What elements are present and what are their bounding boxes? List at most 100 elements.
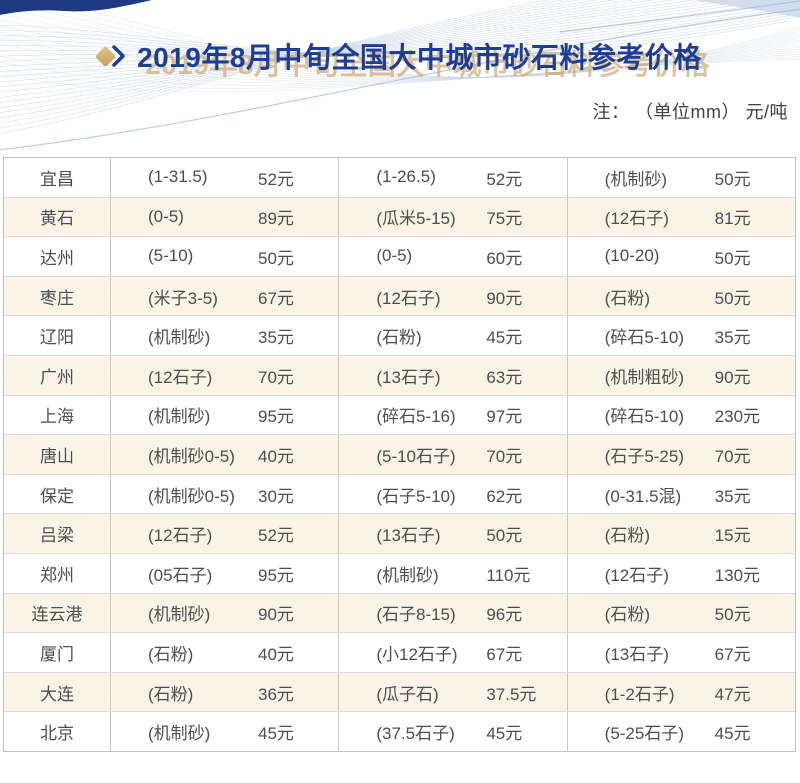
price-group-cell: (碎石5-10) 35元 (568, 316, 795, 355)
price-group-cell: (12石子) 81元 (568, 198, 795, 237)
spec-label: (13石子) (376, 367, 441, 387)
price-group-cell: (小12石子) 67元 (339, 633, 568, 672)
price-group-cell: (37.5石子) 45元 (339, 712, 568, 751)
spec-label: (机制砂) (148, 724, 211, 744)
price-value: 96元 (486, 605, 523, 625)
price-value: 35元 (714, 486, 751, 506)
spec-label: (5-10) (148, 246, 194, 266)
spec-label: (机制砂) (148, 605, 211, 625)
city-cell: 宜昌 (4, 158, 111, 197)
spec-label: (12石子) (604, 565, 669, 585)
spec-label: (石子5-10) (376, 486, 456, 506)
price-group-cell: (石子5-10) 62元 (339, 474, 568, 514)
table-row: 厦门 (石粉) 40元 (小12石子) 67元 (13石子) 67元 (4, 633, 795, 673)
price-value: 130元 (714, 565, 761, 585)
spec-label: (碎石5-10) (604, 407, 685, 427)
spec-label: (12石子) (376, 288, 441, 308)
spec-label: (5-10石子) (376, 446, 456, 466)
price-group-cell: (0-31.5混) 35元 (568, 475, 795, 514)
price-value: 230元 (714, 407, 761, 427)
spec-label: (石粉) (376, 328, 422, 348)
price-value: 90元 (258, 605, 294, 625)
spec-label: (石粉) (604, 526, 650, 546)
price-group-cell: (机制砂) 95元 (111, 395, 340, 435)
spec-label: (石粉) (604, 605, 650, 625)
spec-label: (米子3-5) (148, 288, 218, 308)
spec-label: (机制砂0-5) (148, 446, 235, 466)
price-group-cell: (石子8-15) 96元 (339, 593, 568, 633)
price-value: 70元 (714, 446, 751, 466)
price-value: 35元 (258, 328, 294, 348)
price-value: 50元 (714, 169, 751, 189)
price-value: 62元 (486, 486, 523, 506)
price-value: 30元 (258, 486, 294, 506)
corner-wave-right (694, 0, 800, 18)
price-group-cell: (机制砂0-5) 30元 (111, 474, 340, 514)
price-value: 50元 (714, 248, 751, 268)
price-value: 70元 (258, 367, 294, 387)
price-value: 90元 (714, 367, 751, 387)
price-value: 37.5元 (486, 684, 537, 704)
price-value: 35元 (714, 328, 751, 348)
table-row: 宜昌 (1-31.5) 52元 (1-26.5) 52元 (机制砂) 50元 (4, 158, 795, 198)
city-cell: 郑州 (4, 553, 111, 593)
spec-label: (机制砂) (604, 169, 667, 189)
spec-label: (0-5) (148, 206, 184, 226)
price-group-cell: (0-5) 60元 (339, 237, 568, 276)
spec-label: (机制砂) (148, 407, 211, 427)
price-group-cell: (米子3-5) 67元 (111, 276, 340, 316)
price-group-cell: (10-20) 50元 (568, 237, 795, 276)
table-row: 保定 (机制砂0-5) 30元 (石子5-10) 62元 (0-31.5混) 35元 (4, 474, 795, 515)
spec-label: (13石子) (376, 526, 441, 546)
price-value: 90元 (486, 288, 523, 308)
price-value: 95元 (258, 565, 294, 585)
price-group-cell: (石粉) 36元 (111, 672, 340, 712)
price-group-cell: (石粉) 45元 (339, 316, 568, 355)
price-value: 50元 (714, 288, 751, 308)
price-value: 63元 (486, 367, 523, 387)
table-row: 北京 (机制砂) 45元 (37.5石子) 45元 (5-25石子) 45元 (4, 712, 795, 751)
page-header: 2019年8月中旬全国大中城市砂石料参考价格 (0, 36, 800, 76)
spec-label: (石粉) (148, 644, 194, 664)
price-group-cell: (石粉) 50元 (568, 594, 795, 633)
city-cell: 吕梁 (4, 514, 111, 553)
price-value: 52元 (486, 169, 523, 189)
spec-label: (1-31.5) (148, 167, 208, 187)
table-row: 郑州 (05石子) 95元 (机制砂) 110元 (12石子) 130元 (4, 553, 795, 594)
table-row: 吕梁 (12石子) 52元 (13石子) 50元 (石粉) 15元 (4, 514, 795, 554)
price-value: 95元 (258, 407, 294, 427)
price-group-cell: (机制砂) 35元 (111, 316, 340, 355)
spec-label: (机制粗砂) (604, 367, 684, 387)
spec-label: (12石子) (148, 367, 213, 387)
city-cell: 辽阳 (4, 316, 111, 355)
price-group-cell: (机制粗砂) 90元 (568, 356, 795, 395)
spec-label: (瓜米5-15) (376, 209, 456, 229)
price-group-cell: (1-2石子) 47元 (568, 673, 795, 712)
table-row: 达州 (5-10) 50元 (0-5) 60元 (10-20) 50元 (4, 237, 795, 277)
table-row: 上海 (机制砂) 95元 (碎石5-16) 97元 (碎石5-10) 230元 (4, 395, 795, 436)
title-bullet-icon (94, 44, 126, 68)
city-cell: 枣庄 (4, 276, 111, 316)
table-row: 黄石 (0-5) 89元 (瓜米5-15) 75元 (12石子) 81元 (4, 197, 795, 238)
spec-label: (机制砂0-5) (148, 486, 235, 506)
page-title: 2019年8月中旬全国大中城市砂石料参考价格 (137, 42, 702, 73)
spec-label: (13石子) (604, 644, 669, 664)
price-group-cell: (石粉) 15元 (568, 514, 795, 553)
spec-label: (12石子) (148, 526, 213, 546)
price-group-cell: (1-26.5) 52元 (339, 158, 568, 197)
price-table: 宜昌 (1-31.5) 52元 (1-26.5) 52元 (机制砂) 50元 黄石 (0-5) 8… (3, 157, 796, 752)
price-group-cell: (机制砂) 45元 (111, 712, 340, 751)
city-cell: 保定 (4, 474, 111, 514)
price-group-cell: (石粉) 40元 (111, 633, 340, 672)
price-value: 67元 (258, 288, 294, 308)
city-cell: 大连 (4, 672, 111, 712)
price-group-cell: (05石子) 95元 (111, 553, 340, 593)
spec-label: (37.5石子) (376, 724, 455, 744)
spec-label: (小12石子) (376, 644, 458, 664)
price-group-cell: (瓜子石) 37.5元 (339, 672, 568, 712)
price-value: 110元 (486, 565, 531, 585)
spec-label: (5-25石子) (604, 724, 685, 744)
price-group-cell: (机制砂) 50元 (568, 158, 795, 197)
price-group-cell: (5-10石子) 70元 (339, 435, 568, 474)
city-cell: 达州 (4, 237, 111, 276)
